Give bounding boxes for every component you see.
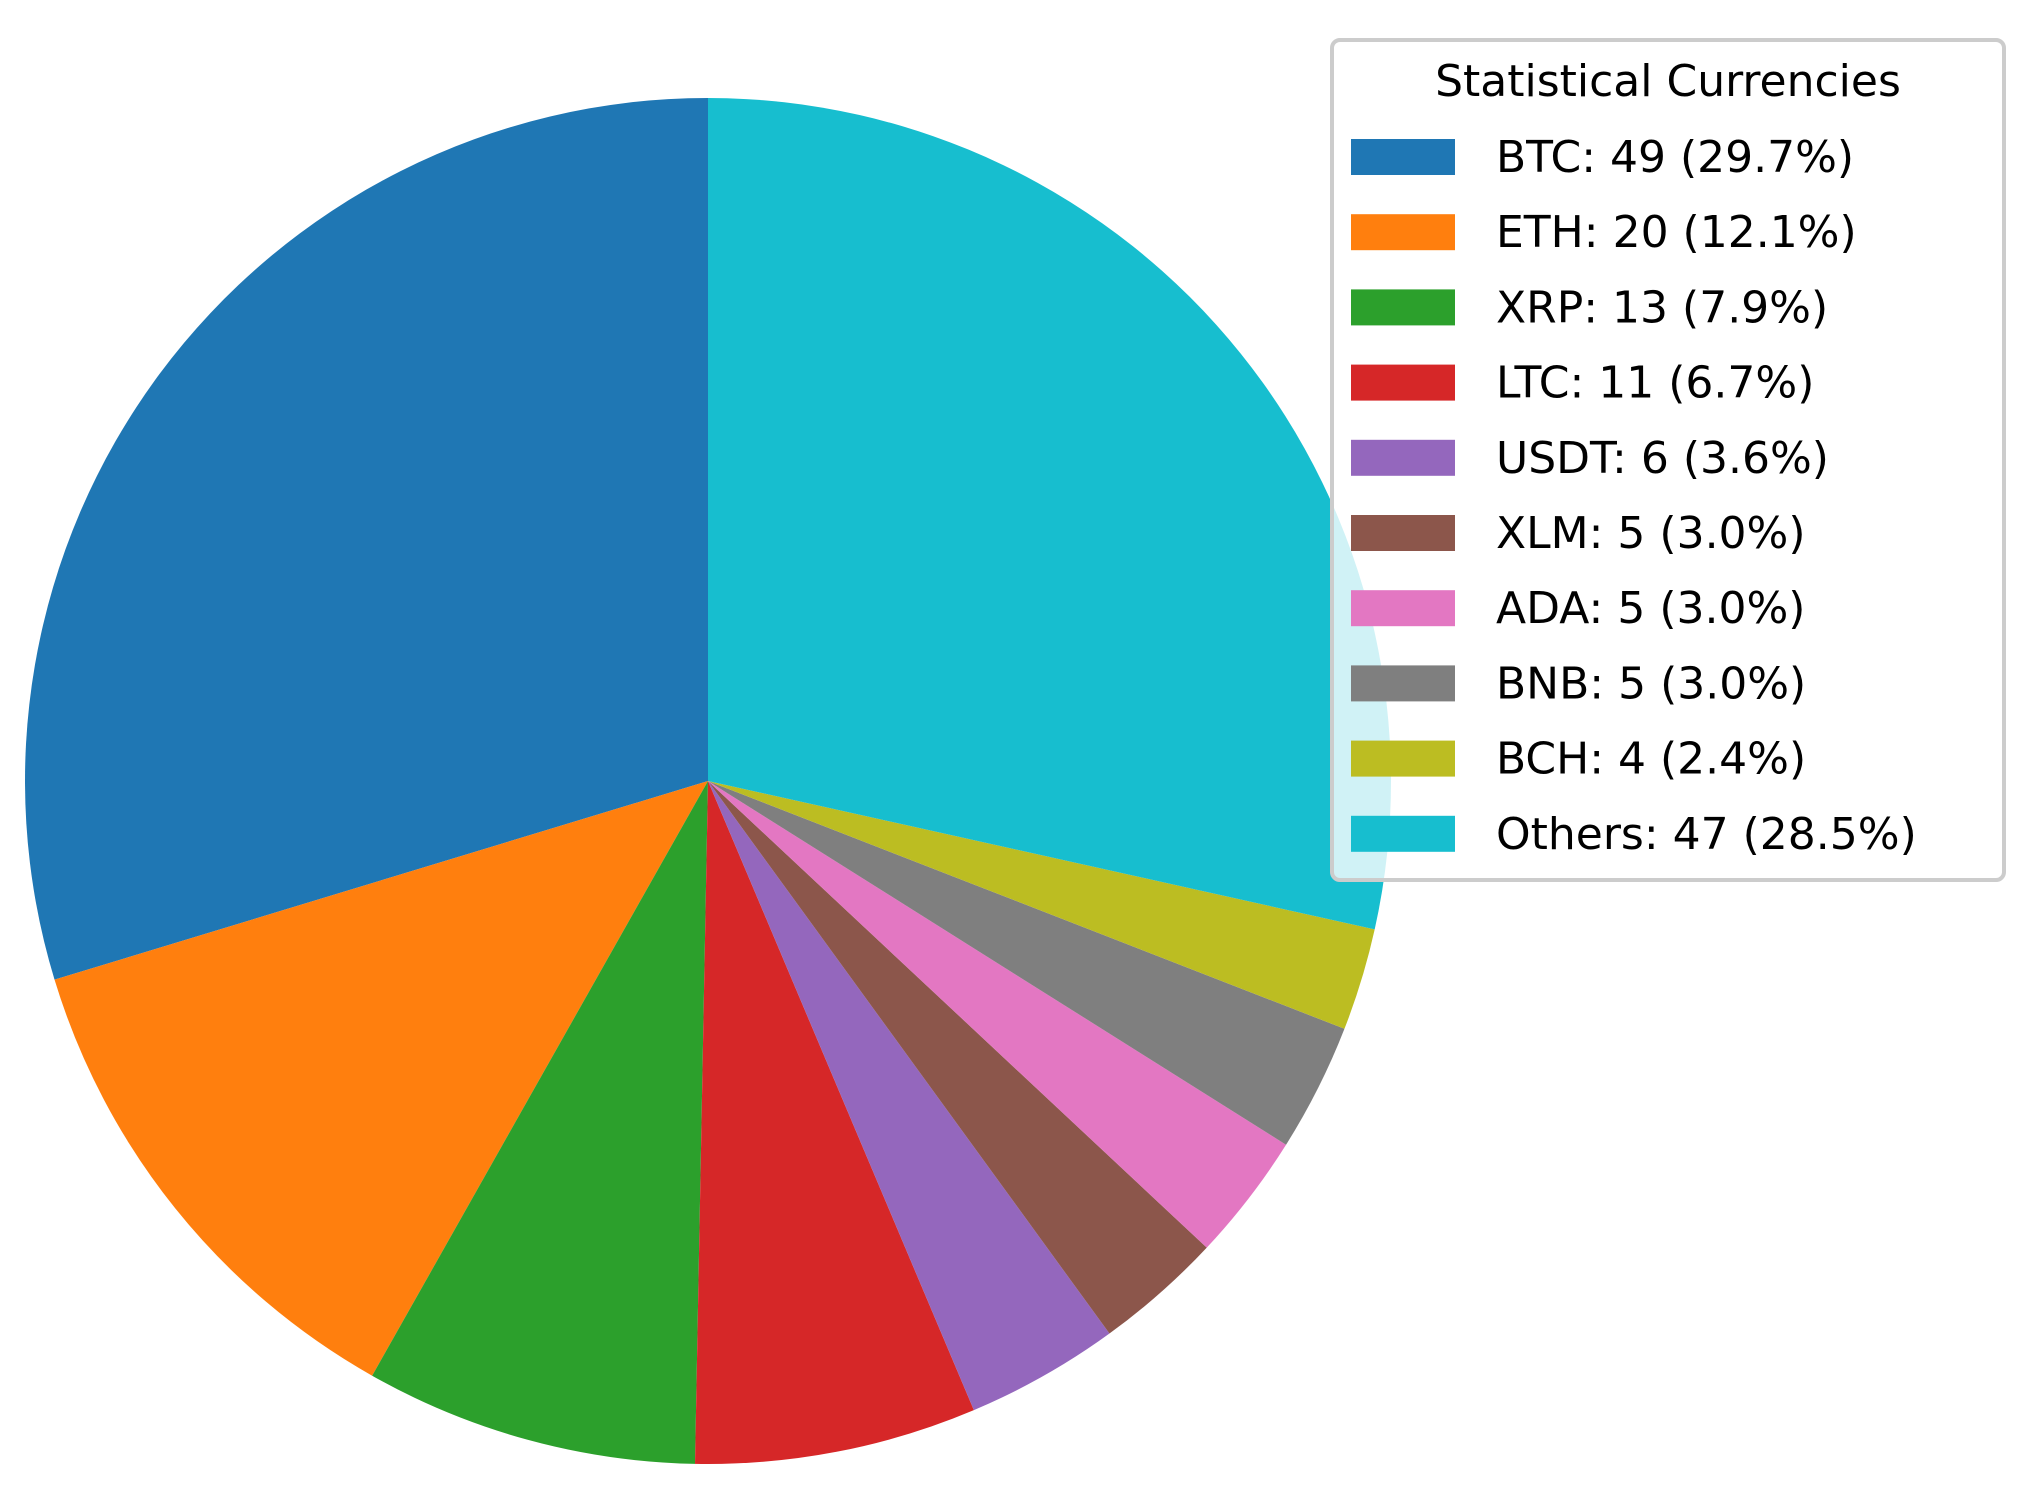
legend-label-ltc: LTC: 11 (6.7%) — [1496, 358, 1814, 409]
pie-slice-xlm — [708, 781, 1207, 1334]
legend-label-btc: BTC: 49 (29.7%) — [1496, 132, 1854, 183]
legend-label-xlm: XLM: 5 (3.0%) — [1496, 508, 1806, 559]
pie-slice-bnb — [708, 781, 1345, 1145]
legend-swatch-bnb — [1351, 665, 1455, 702]
legend: Statistical Currencies BTC: 49 (29.7%) ET… — [1330, 38, 2006, 882]
legend-swatch-ltc — [1351, 364, 1455, 401]
legend-swatch-bch — [1351, 740, 1455, 777]
legend-items: BTC: 49 (29.7%) ETH: 20 (12.1%) XRP: 13 (7… — [1351, 132, 1917, 860]
legend-label-usdt: USDT: 6 (3.6%) — [1496, 433, 1829, 484]
legend-swatch-xlm — [1351, 515, 1455, 551]
legend-label-eth: ETH: 20 (12.1%) — [1496, 207, 1857, 258]
legend-label-xrp: XRP: 13 (7.9%) — [1496, 282, 1828, 333]
legend-swatch-btc — [1351, 139, 1455, 175]
legend-label-bnb: BNB: 5 (3.0%) — [1496, 658, 1806, 709]
legend-label-bch: BCH: 4 (2.4%) — [1496, 734, 1806, 785]
legend-swatch-usdt — [1351, 439, 1455, 476]
pie-slices — [25, 98, 1391, 1465]
legend-title: Statistical Currencies — [1435, 56, 1901, 107]
pie-slice-ltc — [695, 781, 974, 1465]
legend-swatch-eth — [1351, 214, 1455, 251]
legend-label-others: Others: 47 (28.5%) — [1496, 809, 1917, 860]
pie-slice-eth — [54, 781, 708, 1376]
pie-slice-xrp — [372, 781, 708, 1464]
legend-frame — [1330, 38, 2006, 882]
pie-slice-btc — [25, 98, 709, 980]
legend-swatch-ada — [1351, 590, 1455, 627]
legend-swatch-others — [1351, 815, 1455, 852]
pie-slice-bch — [708, 781, 1375, 1029]
pie-slice-ada — [708, 781, 1287, 1248]
legend-swatch-xrp — [1351, 289, 1455, 326]
pie-slice-usdt — [708, 781, 1110, 1411]
legend-label-ada: ADA: 5 (3.0%) — [1496, 583, 1805, 634]
pie-slice-others — [708, 98, 1391, 930]
